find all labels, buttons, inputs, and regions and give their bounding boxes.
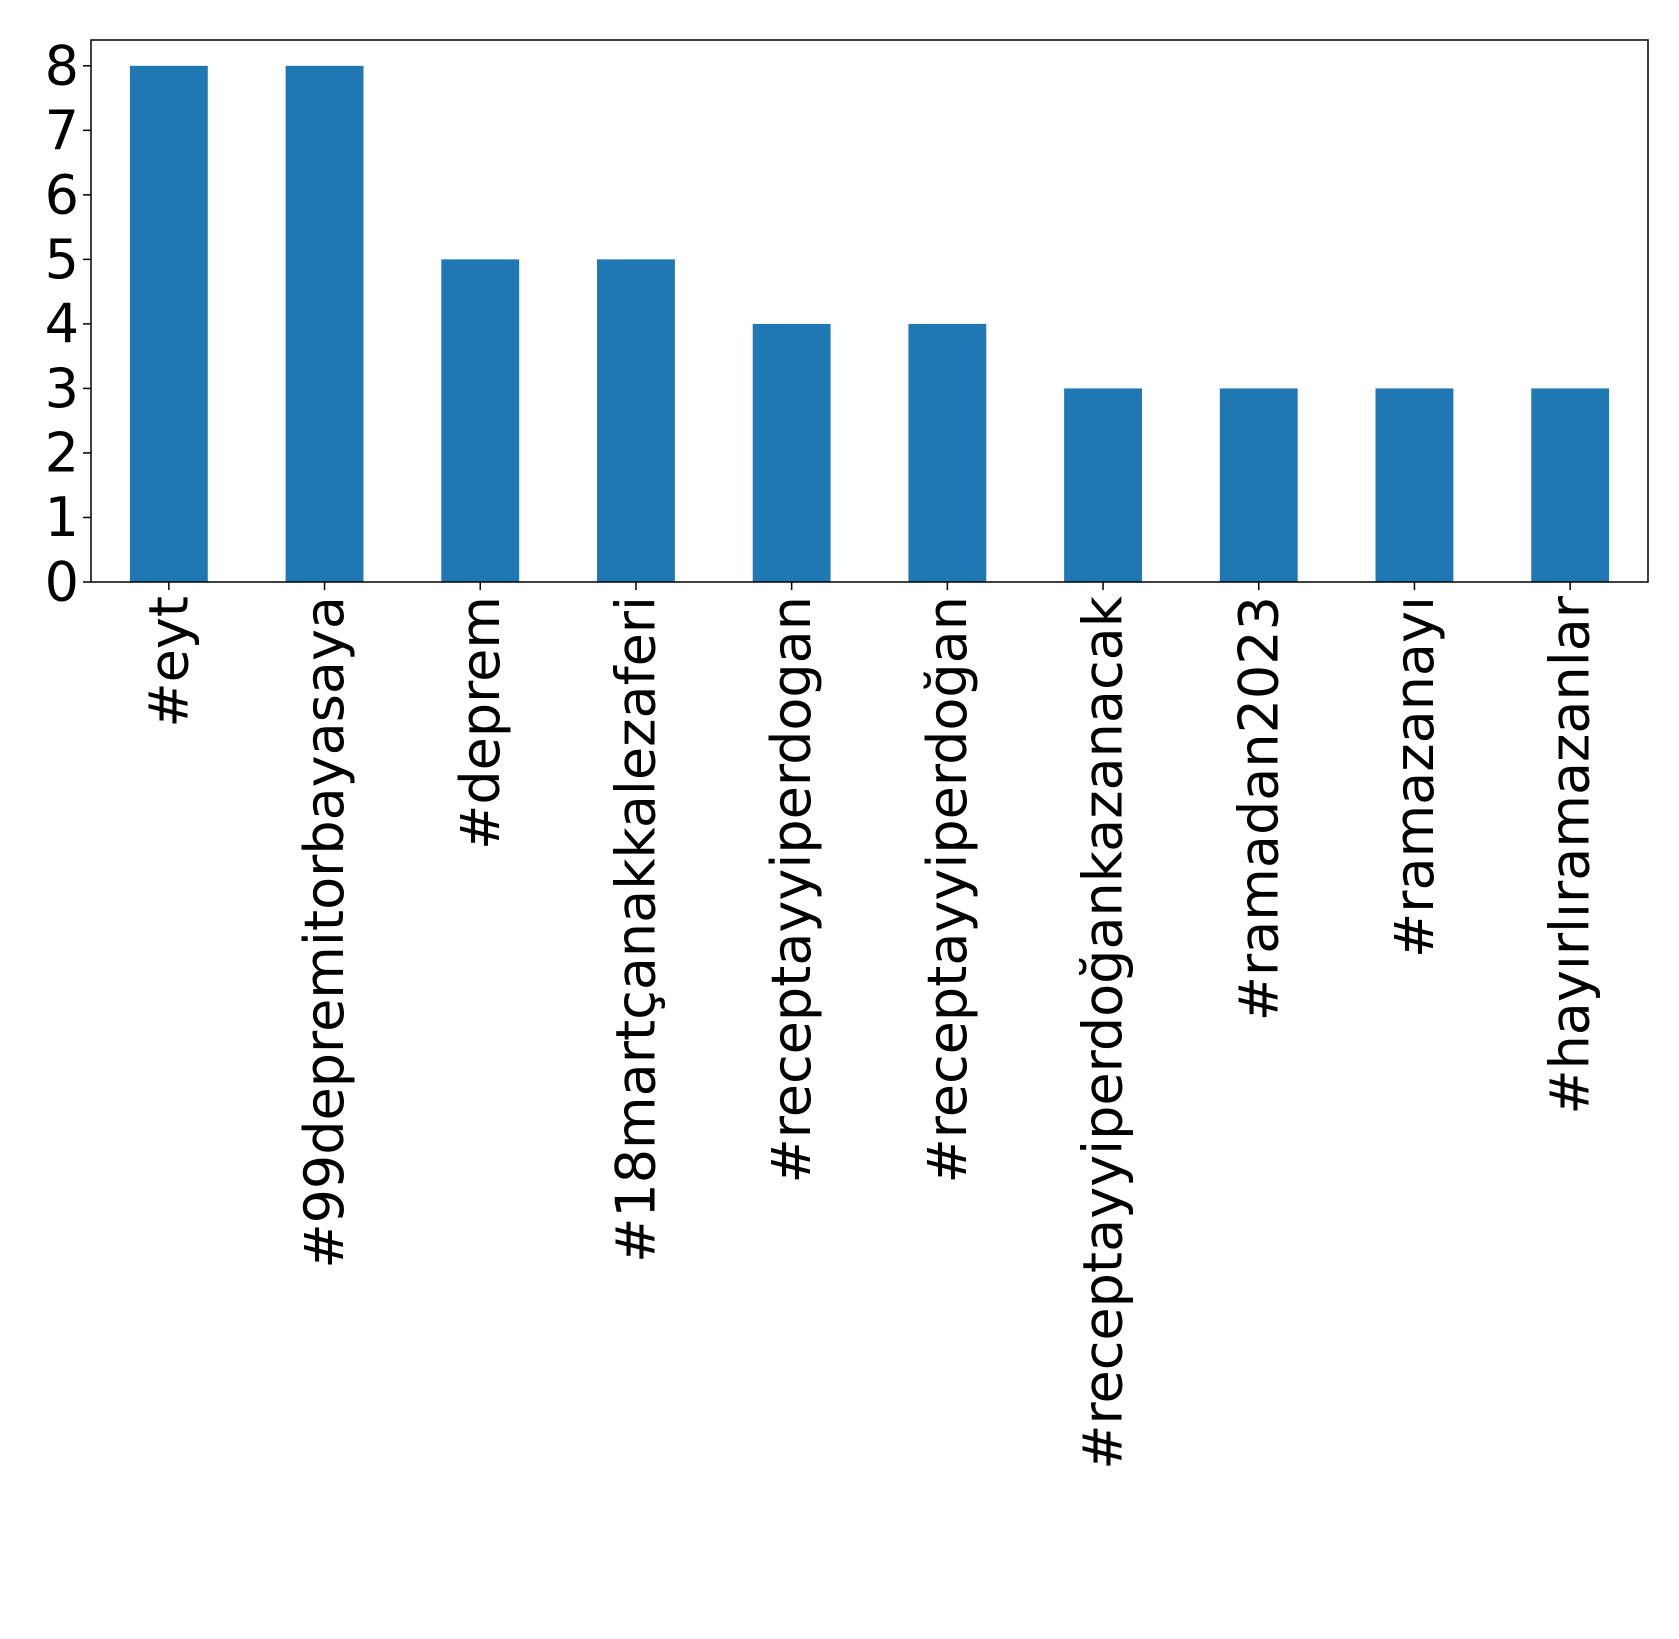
bar-3 (597, 259, 675, 582)
y-tick-label-5: 5 (45, 228, 79, 291)
bar-2 (441, 259, 520, 582)
y-tick-label-6: 6 (45, 163, 79, 226)
bar-5 (908, 323, 987, 582)
x-tick-label-2: #deprem (449, 596, 512, 850)
x-tick-label-4: #receptayyiperdogan (760, 596, 823, 1184)
x-tick-label-6: #receptayyiperdoğankazanacak (1072, 595, 1135, 1469)
x-tick-label-0: #eyt (137, 596, 200, 728)
x-tick-label-1: #99depremitorbayasaya (293, 596, 356, 1269)
x-tick-label-7: #ramadan2023 (1227, 596, 1290, 1021)
bar-4 (752, 323, 831, 582)
y-tick-label-0: 0 (45, 551, 79, 614)
bar-0 (129, 65, 208, 583)
x-axis-ticks: #eyt #99depremitorbayasaya #deprem #18martç… (137, 582, 1602, 1470)
plot-frame (90, 39, 1649, 583)
y-tick-label-7: 7 (45, 99, 79, 162)
x-tick-label-8: #ramazanayı (1383, 596, 1446, 958)
bar-9 (1531, 388, 1610, 582)
bar-7 (1219, 388, 1298, 582)
y-tick-label-4: 4 (45, 292, 79, 355)
bar-8 (1375, 388, 1454, 582)
x-tick-label-5: #receptayyiperdoğan (916, 596, 979, 1184)
x-tick-label-9: #hayırlıramazanlar (1539, 595, 1602, 1114)
bars-group (129, 65, 1610, 583)
y-tick-label-8: 8 (45, 34, 79, 97)
y-tick-label-1: 1 (45, 486, 79, 549)
y-tick-label-3: 3 (45, 357, 79, 420)
bar-6 (1064, 388, 1142, 582)
bar-1 (285, 65, 364, 583)
x-tick-label-3: #18martçanakkalezaferi (604, 596, 667, 1263)
y-tick-label-2: 2 (45, 421, 79, 484)
